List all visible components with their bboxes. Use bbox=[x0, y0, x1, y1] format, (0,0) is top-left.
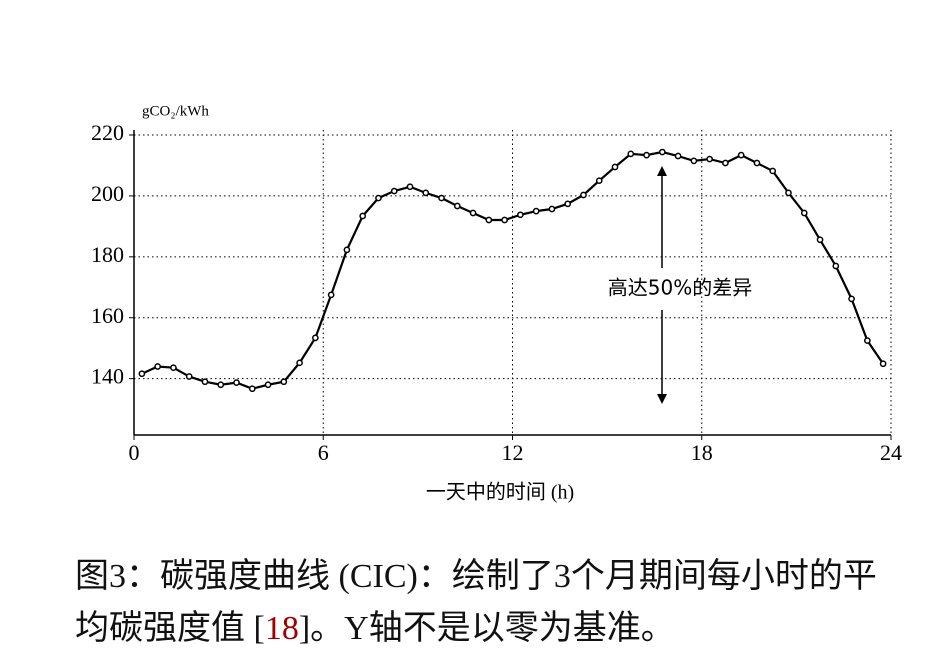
point bbox=[501, 216, 508, 224]
point bbox=[548, 205, 556, 213]
point bbox=[643, 151, 650, 159]
point bbox=[816, 236, 824, 244]
point bbox=[138, 370, 146, 378]
arrow-head bbox=[657, 166, 667, 176]
x-tick-label: 18 bbox=[691, 440, 713, 465]
point bbox=[296, 359, 303, 367]
point bbox=[517, 211, 524, 219]
annotation: 高达50%的差异 bbox=[608, 276, 752, 300]
point bbox=[469, 209, 477, 217]
point bbox=[848, 295, 855, 303]
point bbox=[280, 378, 288, 386]
point bbox=[753, 159, 761, 167]
point bbox=[674, 152, 682, 160]
y-tick-label: 200 bbox=[91, 181, 124, 206]
point bbox=[627, 150, 635, 158]
y-tick-label: 220 bbox=[91, 120, 124, 145]
point bbox=[879, 360, 887, 368]
y-unit: gCO₂/kWh bbox=[142, 103, 209, 119]
point bbox=[690, 157, 698, 165]
point bbox=[201, 378, 209, 386]
arrow-head bbox=[657, 394, 667, 404]
point bbox=[785, 189, 792, 197]
point bbox=[769, 167, 777, 175]
point bbox=[312, 334, 319, 342]
point bbox=[453, 202, 461, 210]
point bbox=[170, 364, 177, 372]
point bbox=[532, 207, 540, 215]
point bbox=[580, 191, 587, 199]
point bbox=[233, 379, 240, 386]
caption-line: 图3：碳强度曲线 (CIC)：绘制了3个月期间每小时的平 bbox=[75, 558, 877, 595]
y-tick-label: 160 bbox=[91, 303, 124, 328]
point bbox=[438, 194, 445, 202]
point bbox=[185, 373, 193, 380]
y-tick-label: 180 bbox=[91, 242, 124, 267]
point bbox=[154, 363, 162, 370]
point bbox=[863, 337, 871, 344]
x-tick-label: 12 bbox=[502, 440, 524, 465]
point bbox=[722, 159, 729, 167]
point bbox=[485, 216, 493, 224]
x-axis-label: 一天中的时间 (h) bbox=[426, 481, 574, 504]
point bbox=[375, 194, 382, 202]
point bbox=[564, 200, 572, 208]
y-tick-label: 140 bbox=[91, 364, 124, 389]
reference: 18 bbox=[264, 610, 299, 647]
chart: gCO₂/kWh 一天中的时间 (h) 高达50%的差异 14016018020… bbox=[91, 103, 902, 504]
caption-text: 均碳强度值 [ bbox=[75, 610, 265, 647]
point bbox=[611, 163, 619, 171]
x-tick-label: 24 bbox=[880, 440, 902, 465]
point bbox=[706, 155, 713, 163]
point bbox=[832, 262, 840, 270]
x-tick-label: 6 bbox=[318, 440, 329, 465]
point bbox=[390, 187, 398, 195]
point bbox=[327, 291, 335, 299]
point bbox=[343, 246, 351, 254]
caption-line: 均碳强度值 [18]。Y轴不是以零为基准。 bbox=[75, 600, 675, 649]
caption-text: ]。Y轴不是以零为基准。 bbox=[298, 610, 675, 647]
point bbox=[595, 177, 603, 185]
point bbox=[359, 212, 367, 220]
point bbox=[422, 189, 430, 197]
point bbox=[406, 183, 414, 191]
point bbox=[737, 151, 745, 159]
x-tick-label: 0 bbox=[129, 440, 140, 465]
point bbox=[658, 148, 666, 156]
point bbox=[800, 209, 808, 217]
point bbox=[264, 381, 272, 389]
point bbox=[217, 381, 225, 389]
point bbox=[248, 385, 256, 393]
